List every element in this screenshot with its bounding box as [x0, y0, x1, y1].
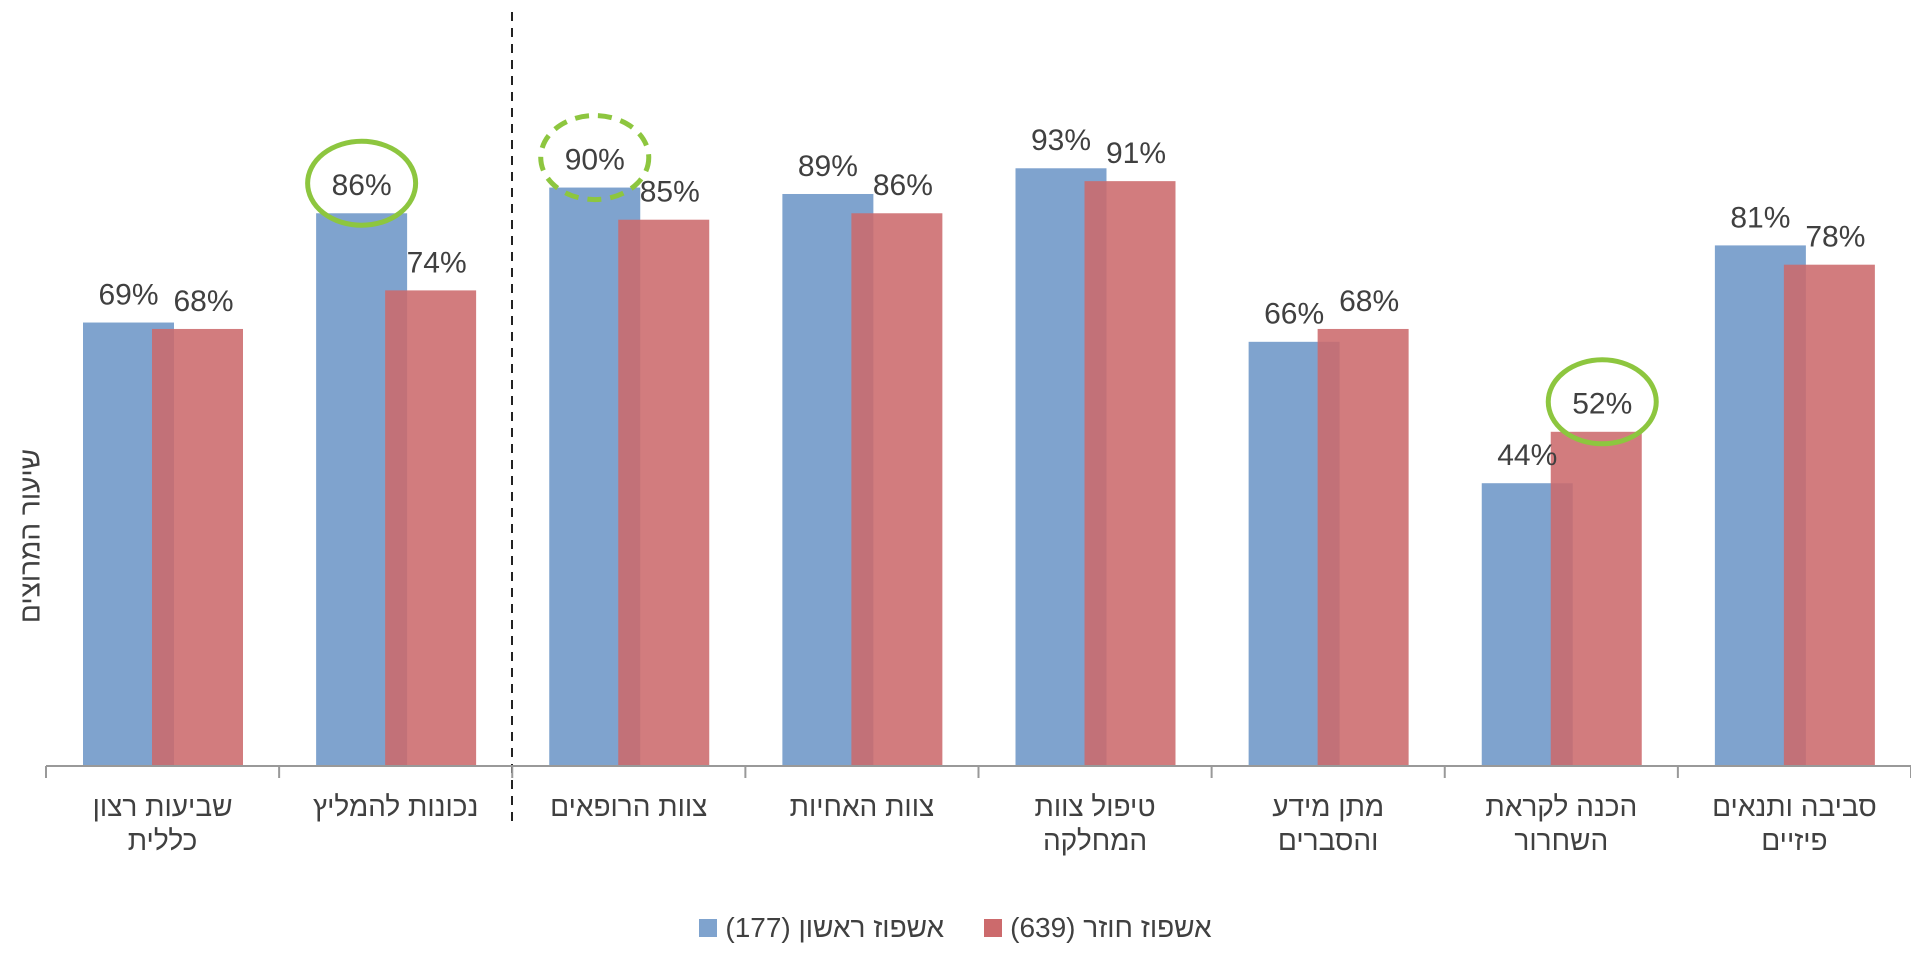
bar [1550, 431, 1642, 766]
x-tick-label: צוות הרופאים [550, 791, 708, 822]
x-tick-label: נכונות להמליץ [313, 791, 479, 822]
x-tick-label: שביעות רצון כללית [92, 791, 233, 856]
value-label: 52% [1572, 388, 1632, 421]
x-tick-label: סביבה ותנאים פיזיים [1712, 791, 1877, 856]
bar [1084, 181, 1176, 766]
x-tick-label: הכנה לקראת השחרור [1485, 791, 1638, 856]
x-tick-label: מתן מידע והסברים [1272, 791, 1385, 856]
value-label: 90% [565, 143, 625, 176]
highlight-circle [305, 138, 419, 228]
value-label: 68% [173, 285, 233, 318]
value-label: 86% [332, 169, 392, 202]
x-tick-label: טיפול צוות המחלקה [1034, 791, 1156, 856]
value-label: 44% [1497, 439, 1557, 472]
value-label: 81% [1730, 201, 1790, 234]
y-axis-label: שיעור המרוצים [14, 449, 45, 623]
legend-entry: אשפוז ראשון (177) [699, 912, 944, 944]
bar [1783, 264, 1875, 766]
value-label: 86% [873, 169, 933, 202]
value-label: 85% [640, 176, 700, 209]
value-label: 68% [1339, 285, 1399, 318]
legend: אשפוז ראשון (177) אשפוז חוזר (639) [0, 912, 1911, 944]
bar [385, 290, 477, 766]
bar [618, 219, 710, 766]
value-label: 78% [1805, 221, 1865, 254]
legend-entry: אשפוז חוזר (639) [984, 912, 1212, 944]
bar [152, 328, 243, 766]
bar [1317, 328, 1409, 766]
bar [851, 213, 943, 767]
value-label: 91% [1106, 137, 1166, 170]
value-label: 66% [1264, 298, 1324, 331]
x-tick-label: צוות האחיות [789, 791, 935, 822]
legend-label: אשפוז ראשון (177) [725, 912, 945, 943]
legend-swatch [984, 919, 1003, 937]
value-label: 74% [407, 246, 467, 279]
value-label: 93% [1031, 124, 1091, 157]
value-label: 89% [798, 150, 858, 183]
legend-swatch [699, 919, 718, 937]
value-label: 69% [98, 278, 158, 311]
legend-label: אשפוז חוזר (639) [1010, 912, 1212, 943]
highlight-circle [538, 113, 652, 203]
highlight-circle [1545, 357, 1659, 447]
